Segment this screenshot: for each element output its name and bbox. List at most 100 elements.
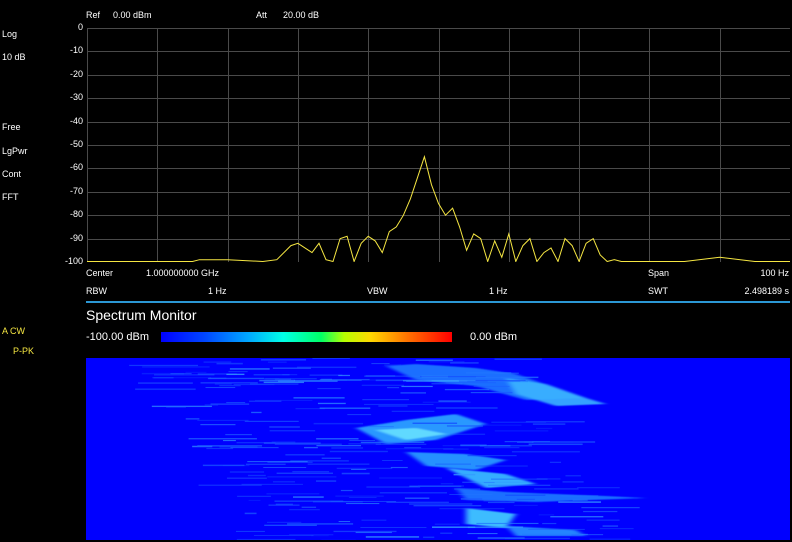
- waterfall-noise-streak: [335, 495, 384, 497]
- scale-type[interactable]: Log: [2, 29, 18, 39]
- waterfall-noise-streak: [366, 486, 421, 488]
- waterfall-noise-streak: [296, 366, 357, 369]
- waterfall-noise-streak: [431, 380, 476, 382]
- waterfall-noise-streak: [236, 538, 296, 540]
- waterfall-noise-streak: [462, 481, 528, 483]
- waterfall-noise-streak: [571, 534, 582, 536]
- span-value[interactable]: 100 Hz: [760, 268, 789, 278]
- waterfall-noise-streak: [290, 460, 349, 462]
- waterfall-noise-streak: [484, 447, 520, 449]
- waterfall-noise-streak: [467, 533, 498, 535]
- waterfall-noise-streak: [309, 374, 343, 376]
- spectrum-plot[interactable]: [87, 28, 790, 262]
- panel-separator: [86, 301, 790, 303]
- waterfall-noise-streak: [445, 382, 496, 384]
- waterfall-noise-streak: [413, 505, 482, 507]
- waterfall-noise-streak: [304, 446, 318, 449]
- waterfall-noise-streak: [467, 454, 517, 457]
- waterfall-noise-streak: [365, 536, 420, 538]
- waterfall-noise-streak: [494, 358, 542, 360]
- y-tick-label: -50: [69, 139, 83, 149]
- waterfall-noise-streak: [275, 503, 293, 506]
- waterfall-noise-streak: [382, 459, 403, 461]
- waterfall-noise-streak: [274, 500, 344, 502]
- waterfall-noise-streak: [226, 477, 267, 479]
- waterfall-noise-streak: [249, 400, 282, 402]
- waterfall-noise-streak: [197, 445, 263, 447]
- waterfall-noise-streak: [154, 374, 215, 376]
- waterfall-noise-streak: [245, 463, 286, 465]
- att-label: Att: [256, 10, 268, 20]
- waterfall-noise-streak: [129, 364, 198, 367]
- y-tick-label: 0: [77, 22, 83, 32]
- waterfall-noise-streak: [536, 478, 561, 480]
- waterfall-noise-streak: [602, 525, 619, 527]
- swt-value[interactable]: 2.498189 s: [744, 286, 789, 296]
- waterfall-display[interactable]: [86, 358, 790, 540]
- waterfall-noise-streak: [274, 443, 342, 445]
- waterfall-streak: [456, 488, 646, 502]
- waterfall-noise-streak: [346, 503, 380, 505]
- rbw-value[interactable]: 1 Hz: [208, 286, 227, 296]
- waterfall-noise-streak: [432, 526, 476, 528]
- waterfall-noise-streak: [340, 489, 353, 492]
- waterfall-noise-streak: [247, 474, 266, 477]
- waterfall-noise-streak: [589, 538, 631, 540]
- waterfall-noise-streak: [365, 375, 396, 377]
- waterfall-noise-streak: [266, 521, 302, 523]
- waterfall-noise-streak: [465, 372, 512, 374]
- waterfall-noise-streak: [289, 534, 334, 536]
- y-tick-label: -40: [69, 115, 83, 126]
- waterfall-noise-streak: [404, 497, 430, 499]
- waterfall-noise-streak: [513, 504, 538, 507]
- waterfall-noise-streak: [228, 370, 248, 373]
- waterfall-noise-streak: [226, 373, 245, 376]
- waterfall-noise-streak: [442, 445, 501, 447]
- trace-info[interactable]: A CW: [2, 326, 26, 336]
- waterfall-noise-streak: [237, 495, 271, 497]
- y-tick-label: -30: [69, 92, 83, 103]
- waterfall-noise-streak: [475, 379, 526, 382]
- waterfall-noise-streak: [516, 498, 535, 500]
- scale-div[interactable]: 10 dB: [2, 52, 26, 62]
- waterfall-noise-streak: [532, 423, 566, 425]
- waterfall-noise-streak: [449, 494, 493, 495]
- waterfall-noise-streak: [444, 388, 490, 391]
- waterfall-noise-streak: [185, 371, 207, 373]
- att-value[interactable]: 20.00 dB: [283, 10, 320, 20]
- waterfall-noise-streak: [259, 379, 296, 382]
- waterfall-noise-streak: [420, 376, 486, 378]
- waterfall-noise-streak: [481, 424, 522, 426]
- waterfall-background: [86, 358, 790, 540]
- waterfall-noise-streak: [473, 385, 510, 387]
- center-value[interactable]: 1.000000000 GHz: [146, 268, 220, 278]
- waterfall-noise-streak: [351, 469, 367, 470]
- waterfall-noise-streak: [406, 381, 468, 382]
- waterfall-noise-streak: [534, 488, 579, 490]
- waterfall-noise-streak: [287, 523, 354, 525]
- waterfall-noise-streak: [264, 524, 317, 526]
- waterfall-noise-streak: [316, 437, 359, 440]
- sweep-mode[interactable]: Cont: [2, 169, 22, 179]
- vbw-value[interactable]: 1 Hz: [489, 286, 508, 296]
- waterfall-noise-streak: [390, 466, 408, 469]
- vbw-label: VBW: [367, 286, 388, 296]
- waterfall-noise-streak: [202, 464, 245, 467]
- waterfall-noise-streak: [348, 496, 377, 498]
- waterfall-noise-streak: [263, 378, 317, 380]
- average-type[interactable]: LgPwr: [2, 146, 28, 156]
- waterfall-noise-streak: [301, 506, 317, 509]
- waterfall-noise-streak: [436, 407, 498, 409]
- spectrum-monitor-title: Spectrum Monitor: [86, 307, 197, 323]
- trigger-mode[interactable]: Free: [2, 122, 21, 132]
- ref-value[interactable]: 0.00 dBm: [113, 10, 152, 20]
- waterfall-noise-streak: [316, 445, 362, 447]
- waterfall-noise-streak: [294, 379, 362, 381]
- waterfall-noise-streak: [285, 454, 325, 456]
- detector-type[interactable]: P-PK: [13, 346, 35, 356]
- waterfall-noise-streak: [348, 443, 382, 445]
- waterfall-noise-streak: [409, 503, 473, 505]
- sweep-type[interactable]: FFT: [2, 192, 19, 202]
- waterfall-noise-streak: [378, 405, 408, 407]
- waterfall-noise-streak: [269, 430, 316, 432]
